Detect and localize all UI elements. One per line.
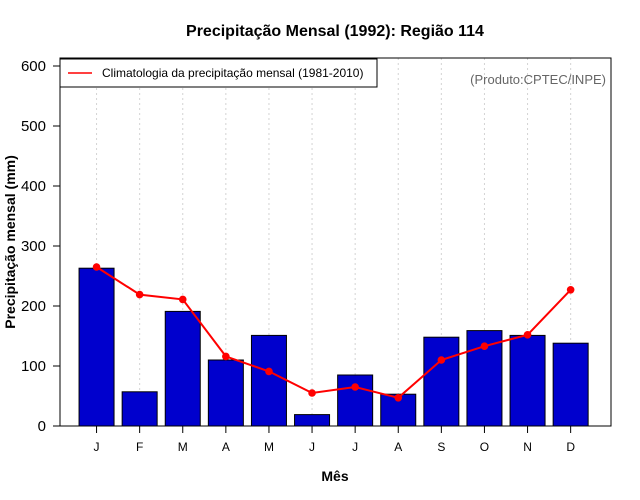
y-tick-label: 400 [21, 178, 46, 195]
climatology-point-4 [222, 352, 230, 361]
x-tick-label: D [566, 440, 575, 454]
x-tick-label: M [178, 440, 188, 454]
bar-m-5 [250, 334, 287, 427]
y-axis: 0 100 200 300 400 500 600 [21, 58, 60, 435]
climatology-line-group [92, 263, 575, 402]
x-tick-label: J [352, 440, 358, 454]
y-tick-label: 100 [21, 358, 46, 375]
climatology-point-7 [351, 383, 359, 391]
climatology-line [96, 266, 572, 399]
x-tick-label: O [480, 440, 489, 454]
y-tick-label: 500 [21, 118, 46, 135]
x-tick-label: F [136, 440, 143, 454]
bar-j-6 [294, 414, 331, 427]
x-tick-label: N [523, 440, 532, 454]
plot-frame [59, 57, 612, 427]
x-tick-label: J [309, 440, 315, 454]
y-axis-label: Precipitação mensal (mm) [2, 155, 18, 329]
climatology-point-3 [178, 295, 187, 304]
climatology-point-1 [92, 263, 101, 271]
bar-m-3 [164, 310, 201, 427]
bar-j-7 [337, 374, 374, 427]
x-tick-label: S [437, 440, 445, 454]
credit-annotation: (Produto:CPTEC/INPE) [470, 72, 606, 87]
chart-title: Precipitação Mensal (1992): Região 114 [186, 23, 484, 40]
climatology-point-8 [394, 394, 403, 402]
bars-group [78, 267, 589, 427]
y-tick-label: 600 [21, 58, 46, 75]
y-tick-label: 0 [38, 418, 46, 435]
climatology-point-6 [308, 389, 316, 397]
climatology-point-9 [437, 356, 446, 364]
bar-a-4 [207, 359, 244, 427]
bar-s-9 [423, 336, 460, 427]
x-axis-label: Mês [321, 468, 348, 484]
climatology-point-10 [480, 342, 489, 351]
climatology-point-12 [566, 286, 575, 294]
y-tick-label: 300 [21, 238, 46, 255]
legend: Climatologia da precipitação mensal (198… [59, 58, 378, 88]
bar-j-1 [78, 267, 115, 427]
y-tick-label: 200 [21, 298, 46, 315]
x-tick-label: A [222, 440, 230, 454]
legend-entry: Climatologia da precipitação mensal (198… [102, 66, 363, 80]
climatology-point-5 [265, 367, 273, 376]
legend-box [59, 58, 378, 88]
bar-n-11 [509, 334, 546, 427]
x-tick-label: M [264, 440, 274, 454]
x-tick-label: A [394, 440, 402, 454]
x-tick-label: J [94, 440, 100, 454]
bar-f-2 [121, 391, 158, 427]
climatology-point-2 [135, 290, 144, 299]
climatology-point-11 [523, 331, 532, 339]
bar-d-12 [552, 342, 589, 427]
